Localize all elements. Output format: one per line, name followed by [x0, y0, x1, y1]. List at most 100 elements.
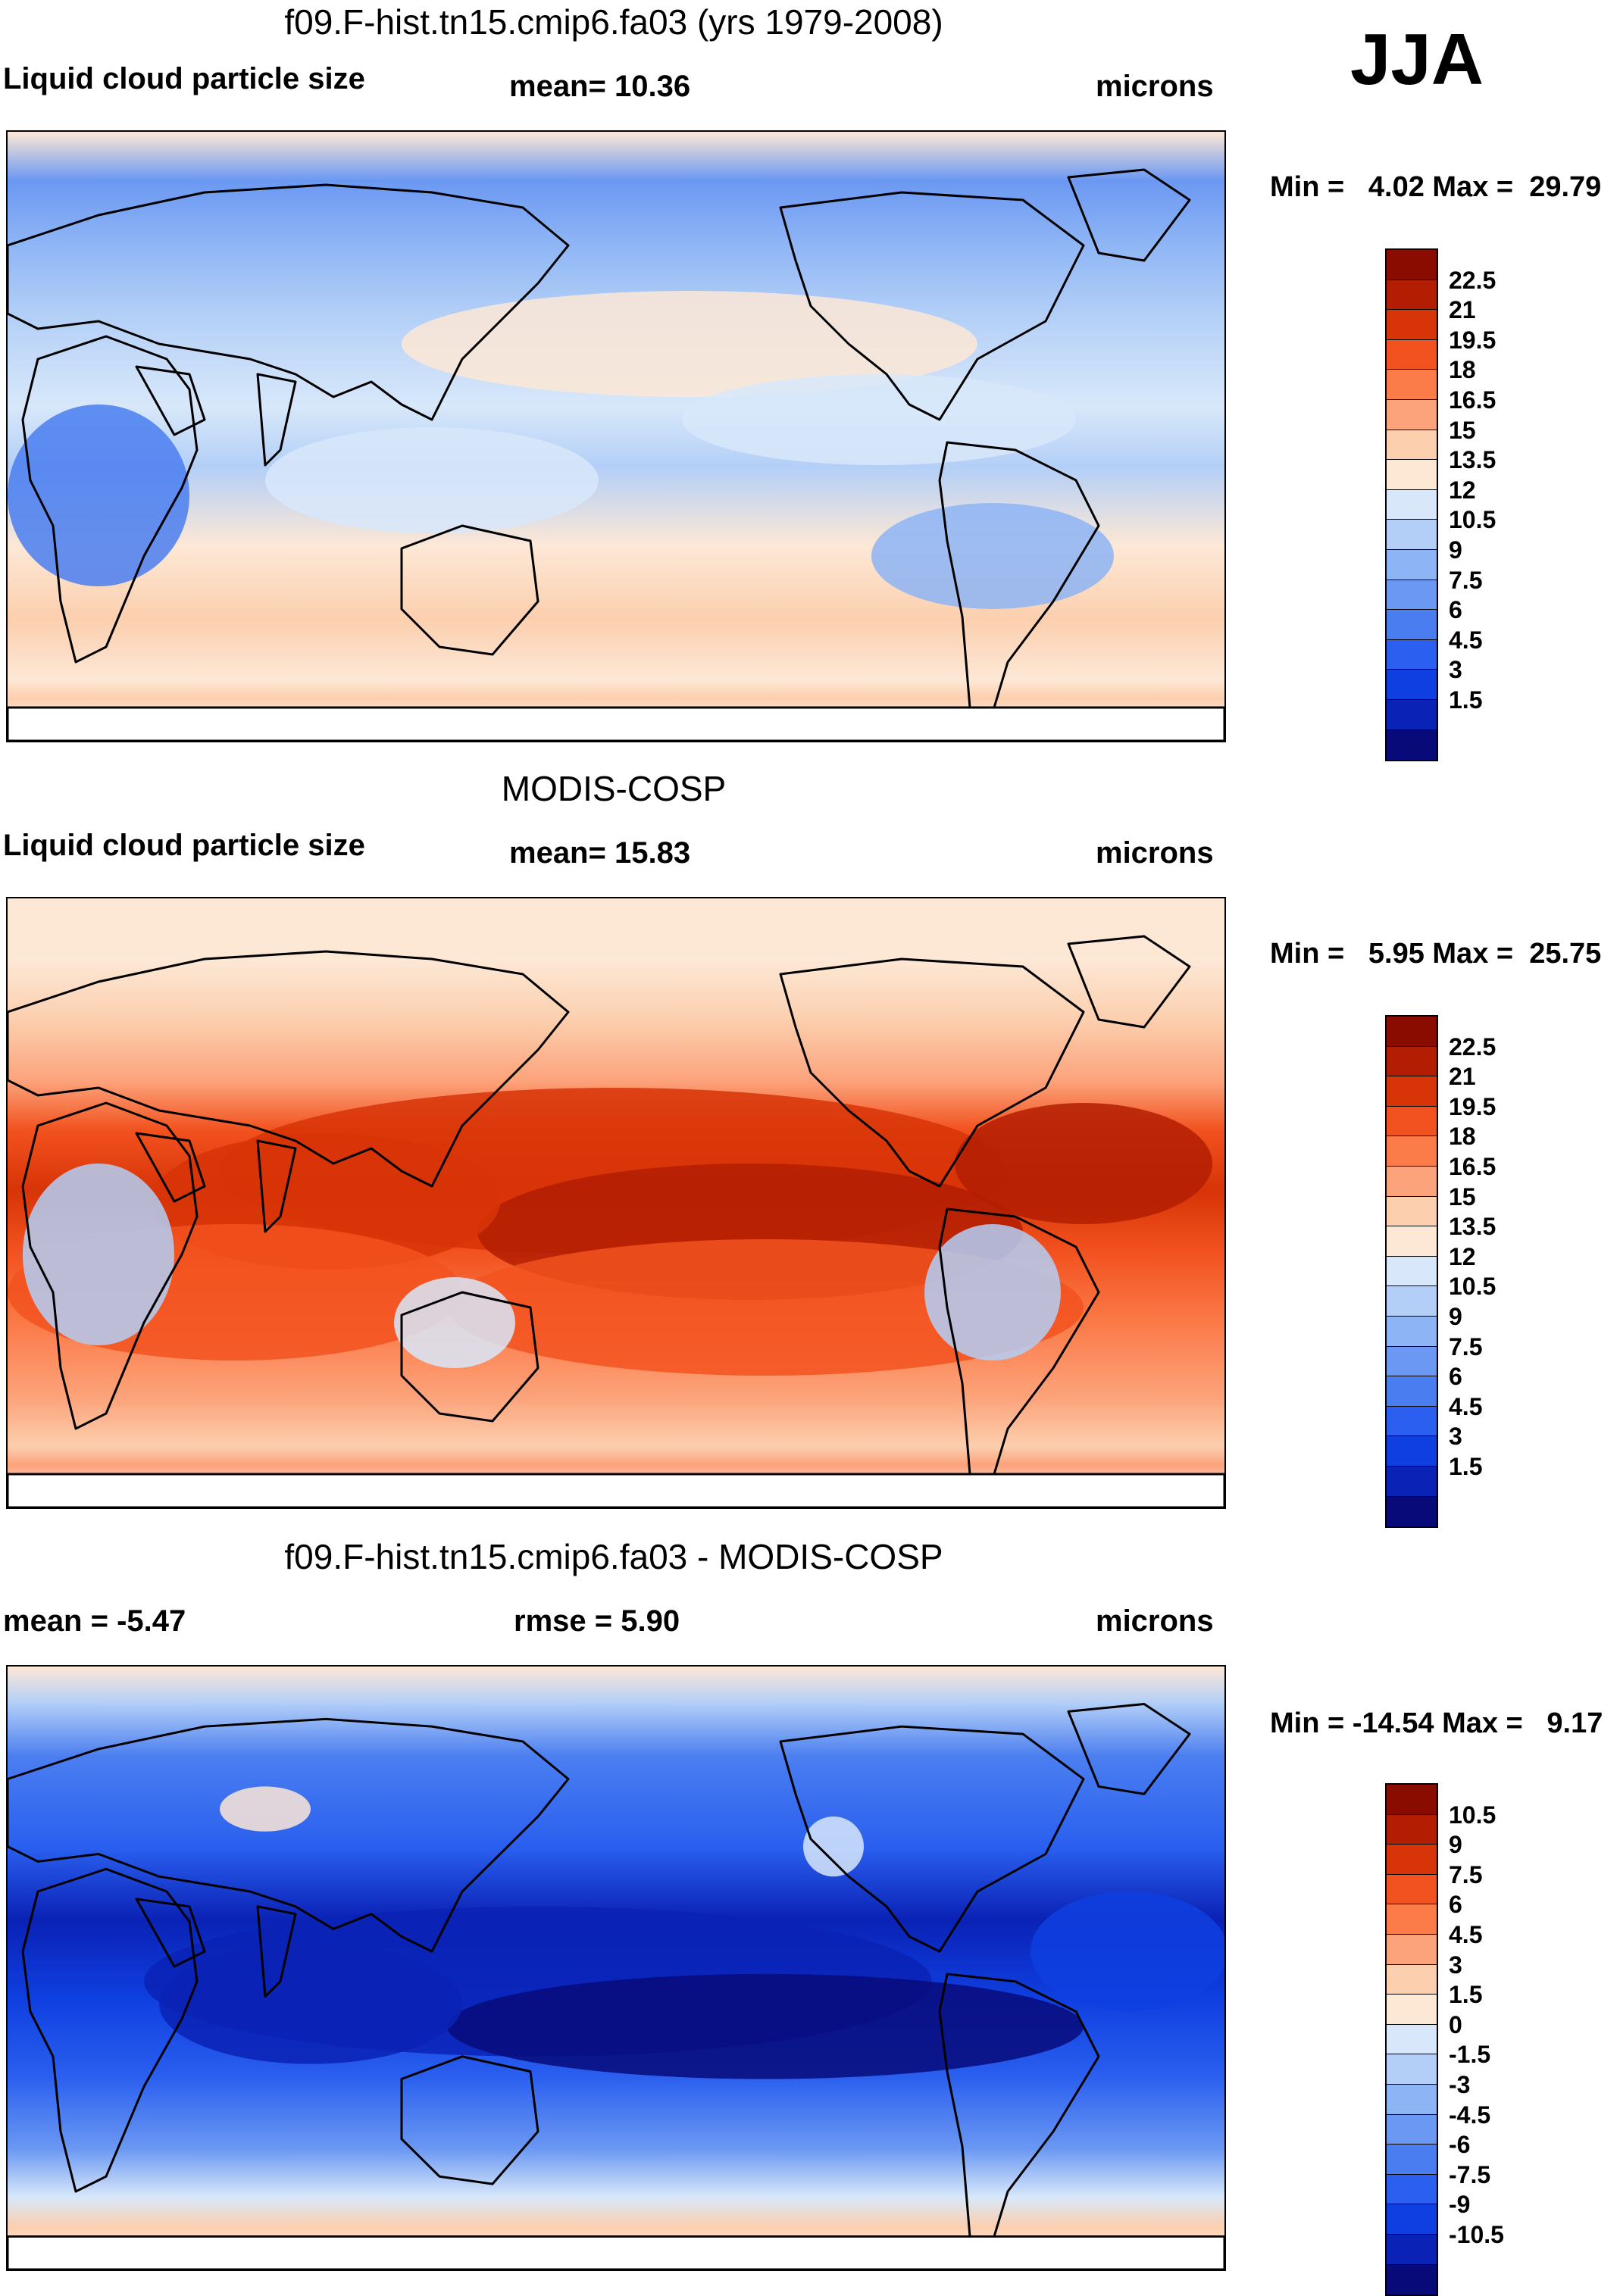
colorbar-swatch	[1387, 1436, 1437, 1467]
colorbar-swatch	[1387, 1814, 1437, 1845]
colorbar-swatch	[1387, 339, 1437, 370]
colorbar-tick-label: 9	[1449, 1831, 1462, 1859]
colorbar-swatch	[1387, 1136, 1437, 1167]
colorbar-swatch	[1387, 1934, 1437, 1965]
panel-variable-label: Liquid cloud particle size	[3, 62, 365, 95]
colorbar-swatch	[1387, 370, 1437, 400]
colorbar-tick-label: 1.5	[1449, 686, 1483, 714]
map-plot	[6, 130, 1226, 742]
panel-variable-label: Liquid cloud particle size	[3, 829, 365, 862]
colorbar-tick-label: -7.5	[1449, 2160, 1491, 2188]
colorbar-swatch	[1387, 1874, 1437, 1905]
min-max-readout: Min = 4.02 Max = 29.79	[1270, 171, 1601, 204]
min-label: Min =	[1270, 1707, 1345, 1739]
colorbar-swatch	[1387, 399, 1437, 430]
colorbar-swatch	[1387, 2234, 1437, 2265]
min-label: Min =	[1270, 171, 1345, 203]
colorbar-tick-label: 1.5	[1449, 1981, 1483, 2009]
max-label: Max =	[1442, 1707, 1523, 1739]
colorbar-swatch	[1387, 579, 1437, 611]
map-plot	[6, 897, 1226, 1509]
colorbar-tick-label: 19.5	[1449, 326, 1496, 354]
panel-title: f09.F-hist.tn15.cmip6.fa03 - MODIS-COSP	[284, 1537, 943, 1576]
colorbar-tick-label: 22.5	[1449, 266, 1496, 294]
colorbar-tick-label: 21	[1449, 296, 1476, 324]
colorbar-tick-label: 7.5	[1449, 1860, 1483, 1888]
colorbar-swatch	[1387, 489, 1437, 520]
colorbar-tick-label: 10.5	[1449, 1273, 1496, 1301]
colorbar-swatch	[1387, 310, 1437, 340]
max-value: 25.75	[1529, 938, 1602, 970]
colorbar-swatch	[1387, 610, 1437, 640]
colorbar-swatch	[1387, 430, 1437, 461]
colorbar	[1385, 1015, 1438, 1529]
colorbar-swatch	[1387, 2204, 1437, 2235]
panel-units-label: microns	[1096, 70, 1214, 103]
colorbar-swatch	[1387, 1376, 1437, 1407]
panel-difference: f09.F-hist.tn15.cmip6.fa03 - MODIS-COSP …	[0, 1535, 1620, 2296]
colorbar-tick-label: 21	[1449, 1063, 1476, 1091]
colorbar-swatch	[1387, 1964, 1437, 1995]
panel-title: f09.F-hist.tn15.cmip6.fa03 (yrs 1979-200…	[284, 2, 943, 42]
colorbar-tick-label: 9	[1449, 1303, 1462, 1330]
colorbar-tick-label: 18	[1449, 356, 1476, 384]
colorbar-swatch	[1387, 1166, 1437, 1197]
colorbar-swatch	[1387, 1196, 1437, 1227]
colorbar-swatch	[1387, 1904, 1437, 1935]
min-max-readout: Min = -14.54 Max = 9.17	[1270, 1707, 1603, 1740]
colorbar-tick-label: -6	[1449, 2131, 1471, 2159]
colorbar-swatch	[1387, 1496, 1437, 1527]
colorbar-tick-label: -4.5	[1449, 2101, 1491, 2129]
colorbar-swatch	[1387, 250, 1437, 280]
colorbar-tick-label: 6	[1449, 596, 1462, 624]
colorbar-swatch	[1387, 1106, 1437, 1137]
colorbar-tick-label: 6	[1449, 1363, 1462, 1391]
map-plot	[6, 1665, 1226, 2271]
colorbar-swatch	[1387, 2054, 1437, 2085]
colorbar-tick-label: 18	[1449, 1123, 1476, 1151]
panel-observations: MODIS-COSP Liquid cloud particle size me…	[0, 767, 1620, 1529]
panel-mean-label: mean= 10.36	[509, 70, 691, 103]
colorbar-tick-label: 15	[1449, 1182, 1476, 1210]
min-label: Min =	[1270, 938, 1345, 970]
colorbar-tick-label: 16.5	[1449, 386, 1496, 414]
colorbar-swatch	[1387, 1406, 1437, 1437]
colorbar-swatch	[1387, 1076, 1437, 1107]
panel-mean-label: mean= 15.83	[509, 836, 691, 870]
panel-title: MODIS-COSP	[501, 769, 727, 808]
colorbar-tick-label: 3	[1449, 1951, 1462, 1979]
max-value: 29.79	[1529, 171, 1602, 203]
max-label: Max =	[1432, 171, 1514, 203]
colorbar-tick-label: 7.5	[1449, 1332, 1483, 1360]
min-value: 5.95	[1368, 938, 1425, 970]
colorbar	[1385, 1783, 1438, 2296]
colorbar-swatch	[1387, 670, 1437, 700]
max-label: Max =	[1432, 938, 1514, 970]
colorbar-swatch	[1387, 1466, 1437, 1497]
colorbar-swatch	[1387, 699, 1437, 730]
map-field	[8, 898, 1224, 1507]
colorbar-tick-label: -3	[1449, 2071, 1471, 2098]
colorbar-tick-label: 4.5	[1449, 626, 1483, 654]
colorbar-tick-label: -9	[1449, 2191, 1471, 2219]
panel-mean-label: mean = -5.47	[3, 1604, 186, 1638]
colorbar-tick-label: 9	[1449, 536, 1462, 564]
min-value: -14.54	[1352, 1707, 1434, 1739]
panel-model: f09.F-hist.tn15.cmip6.fa03 (yrs 1979-200…	[0, 0, 1620, 762]
colorbar-tick-label: 4.5	[1449, 1921, 1483, 1948]
colorbar-tick-label: 19.5	[1449, 1092, 1496, 1120]
colorbar-tick-label: 12	[1449, 476, 1476, 504]
colorbar-tick-label: 4.5	[1449, 1392, 1483, 1420]
colorbar-tick-label: 22.5	[1449, 1032, 1496, 1061]
colorbar-swatch	[1387, 1256, 1437, 1287]
colorbar-swatch	[1387, 2114, 1437, 2145]
colorbar-swatch	[1387, 2084, 1437, 2115]
min-max-readout: Min = 5.95 Max = 25.75	[1270, 938, 1601, 970]
colorbar-swatch	[1387, 729, 1437, 761]
colorbar-tick-label: 7.5	[1449, 566, 1483, 594]
colorbar-tick-label: 13.5	[1449, 446, 1496, 474]
colorbar-swatch	[1387, 1316, 1437, 1347]
colorbar-swatch	[1387, 549, 1437, 580]
colorbar-tick-label: 6	[1449, 1891, 1462, 1919]
min-value: 4.02	[1368, 171, 1425, 203]
